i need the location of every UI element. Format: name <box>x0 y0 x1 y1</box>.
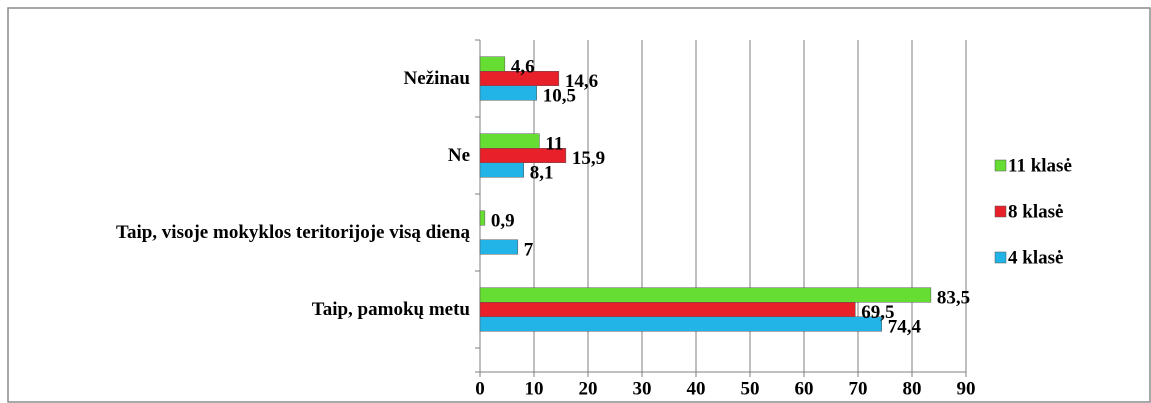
data-label: 69,5 <box>861 302 894 323</box>
legend-swatch <box>994 159 1007 172</box>
y-tick-label: Ne <box>447 144 470 166</box>
bar <box>479 287 932 303</box>
x-tick-label: 50 <box>741 378 760 399</box>
y-tick-label: Nežinau <box>403 67 471 89</box>
x-tick-label: 80 <box>903 378 922 399</box>
bar <box>479 239 519 255</box>
x-tick-label: 90 <box>957 378 976 399</box>
bar <box>479 316 883 332</box>
bar <box>479 162 524 178</box>
bar <box>479 71 560 86</box>
chart-frame <box>7 7 1151 403</box>
data-label: 83,5 <box>937 287 970 308</box>
legend-label: 4 klasė <box>1008 247 1063 268</box>
bar <box>479 302 856 317</box>
x-tick-label: 40 <box>687 378 706 399</box>
bar <box>479 210 486 226</box>
data-label: 74,4 <box>888 316 922 337</box>
data-label: 10,5 <box>543 85 576 106</box>
data-label: 7 <box>524 239 534 260</box>
data-label: 14,6 <box>565 71 598 92</box>
y-tick-label: Taip, pamokų metu <box>311 298 470 320</box>
data-label: 4,6 <box>511 56 535 77</box>
legend-swatch <box>994 205 1007 218</box>
data-label: 8,1 <box>530 162 554 183</box>
x-tick-label: 60 <box>795 378 814 399</box>
x-tick-label: 0 <box>475 378 485 399</box>
y-tick-label: Taip, visoje mokyklos teritorijoje visą … <box>116 221 470 243</box>
legend-label: 8 klasė <box>1008 201 1063 222</box>
data-label: 15,9 <box>572 148 605 169</box>
bar <box>479 56 506 72</box>
x-tick-label: 30 <box>633 378 652 399</box>
bar <box>479 85 537 101</box>
legend-label: 11 klasė <box>1008 155 1072 176</box>
data-label: 11 <box>545 133 563 154</box>
x-tick-label: 20 <box>579 378 598 399</box>
x-tick-label: 70 <box>849 378 868 399</box>
x-tick-label: 10 <box>525 378 544 399</box>
bar <box>479 133 540 149</box>
data-label: 0,9 <box>491 210 515 231</box>
legend-swatch <box>994 251 1007 264</box>
